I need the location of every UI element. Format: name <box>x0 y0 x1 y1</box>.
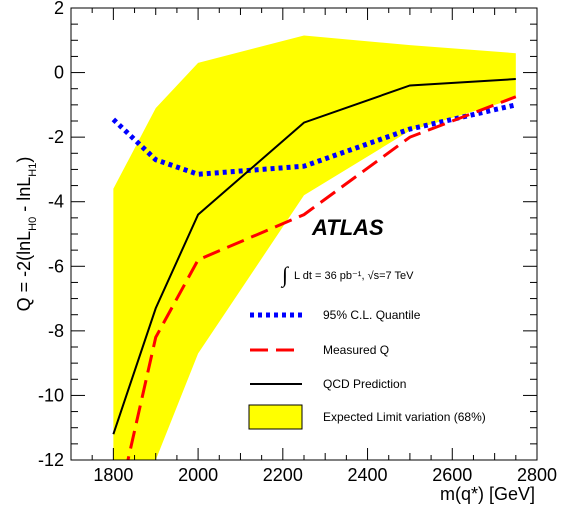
series-line-1 <box>126 95 517 460</box>
legend-label-0: 95% C.L. Quantile <box>323 308 421 322</box>
expected-band <box>113 35 516 460</box>
x-axis-title: m(q*) [GeV] <box>440 484 535 504</box>
legend-label-band: Expected Limit variation (68%) <box>323 410 486 424</box>
series-line-2 <box>112 78 516 435</box>
series-line-0 <box>111 102 517 177</box>
y-tick-label: 0 <box>54 63 64 83</box>
legend: 95% C.L. Quantile Measured Q QCD Predictio… <box>248 308 486 430</box>
y-tick-label: -12 <box>38 450 64 470</box>
band-layer <box>113 35 516 460</box>
x-tick-label: 1800 <box>93 465 133 485</box>
experiment-label: ATLAS <box>311 215 384 240</box>
x-tick-label: 2800 <box>517 465 557 485</box>
y-tick-label: -4 <box>48 192 64 212</box>
legend-label-1: Measured Q <box>323 343 389 357</box>
legend-label-2: QCD Prediction <box>323 377 406 391</box>
series-layer <box>111 78 517 460</box>
axis-tick-labels: 1800 2000 2200 2400 2600 2800 -12 -10 -8 -6 -4 -2 0 2 <box>38 0 557 485</box>
y-tick-label: -2 <box>48 127 64 147</box>
integral-symbol: ∫ <box>280 262 290 288</box>
axis-ticks <box>70 7 538 461</box>
y-axis-title: Q = -2(lnLH0 - lnLH1) <box>14 157 39 312</box>
x-tick-label: 2400 <box>348 465 388 485</box>
y-tick-label: -10 <box>38 385 64 405</box>
y-tick-label: -8 <box>48 321 64 341</box>
legend-swatch-band <box>248 404 303 430</box>
x-tick-label: 2600 <box>432 465 472 485</box>
svg-text:Q = -2(lnLH0 - lnLH1): Q = -2(lnLH0 - lnLH1) <box>14 157 39 312</box>
x-tick-label: 2200 <box>263 465 303 485</box>
luminosity-label: L dt = 36 pb⁻¹, √s=7 TeV <box>294 270 414 282</box>
y-tick-label: -6 <box>48 256 64 276</box>
x-tick-label: 2000 <box>178 465 218 485</box>
y-tick-label: 2 <box>54 0 64 18</box>
